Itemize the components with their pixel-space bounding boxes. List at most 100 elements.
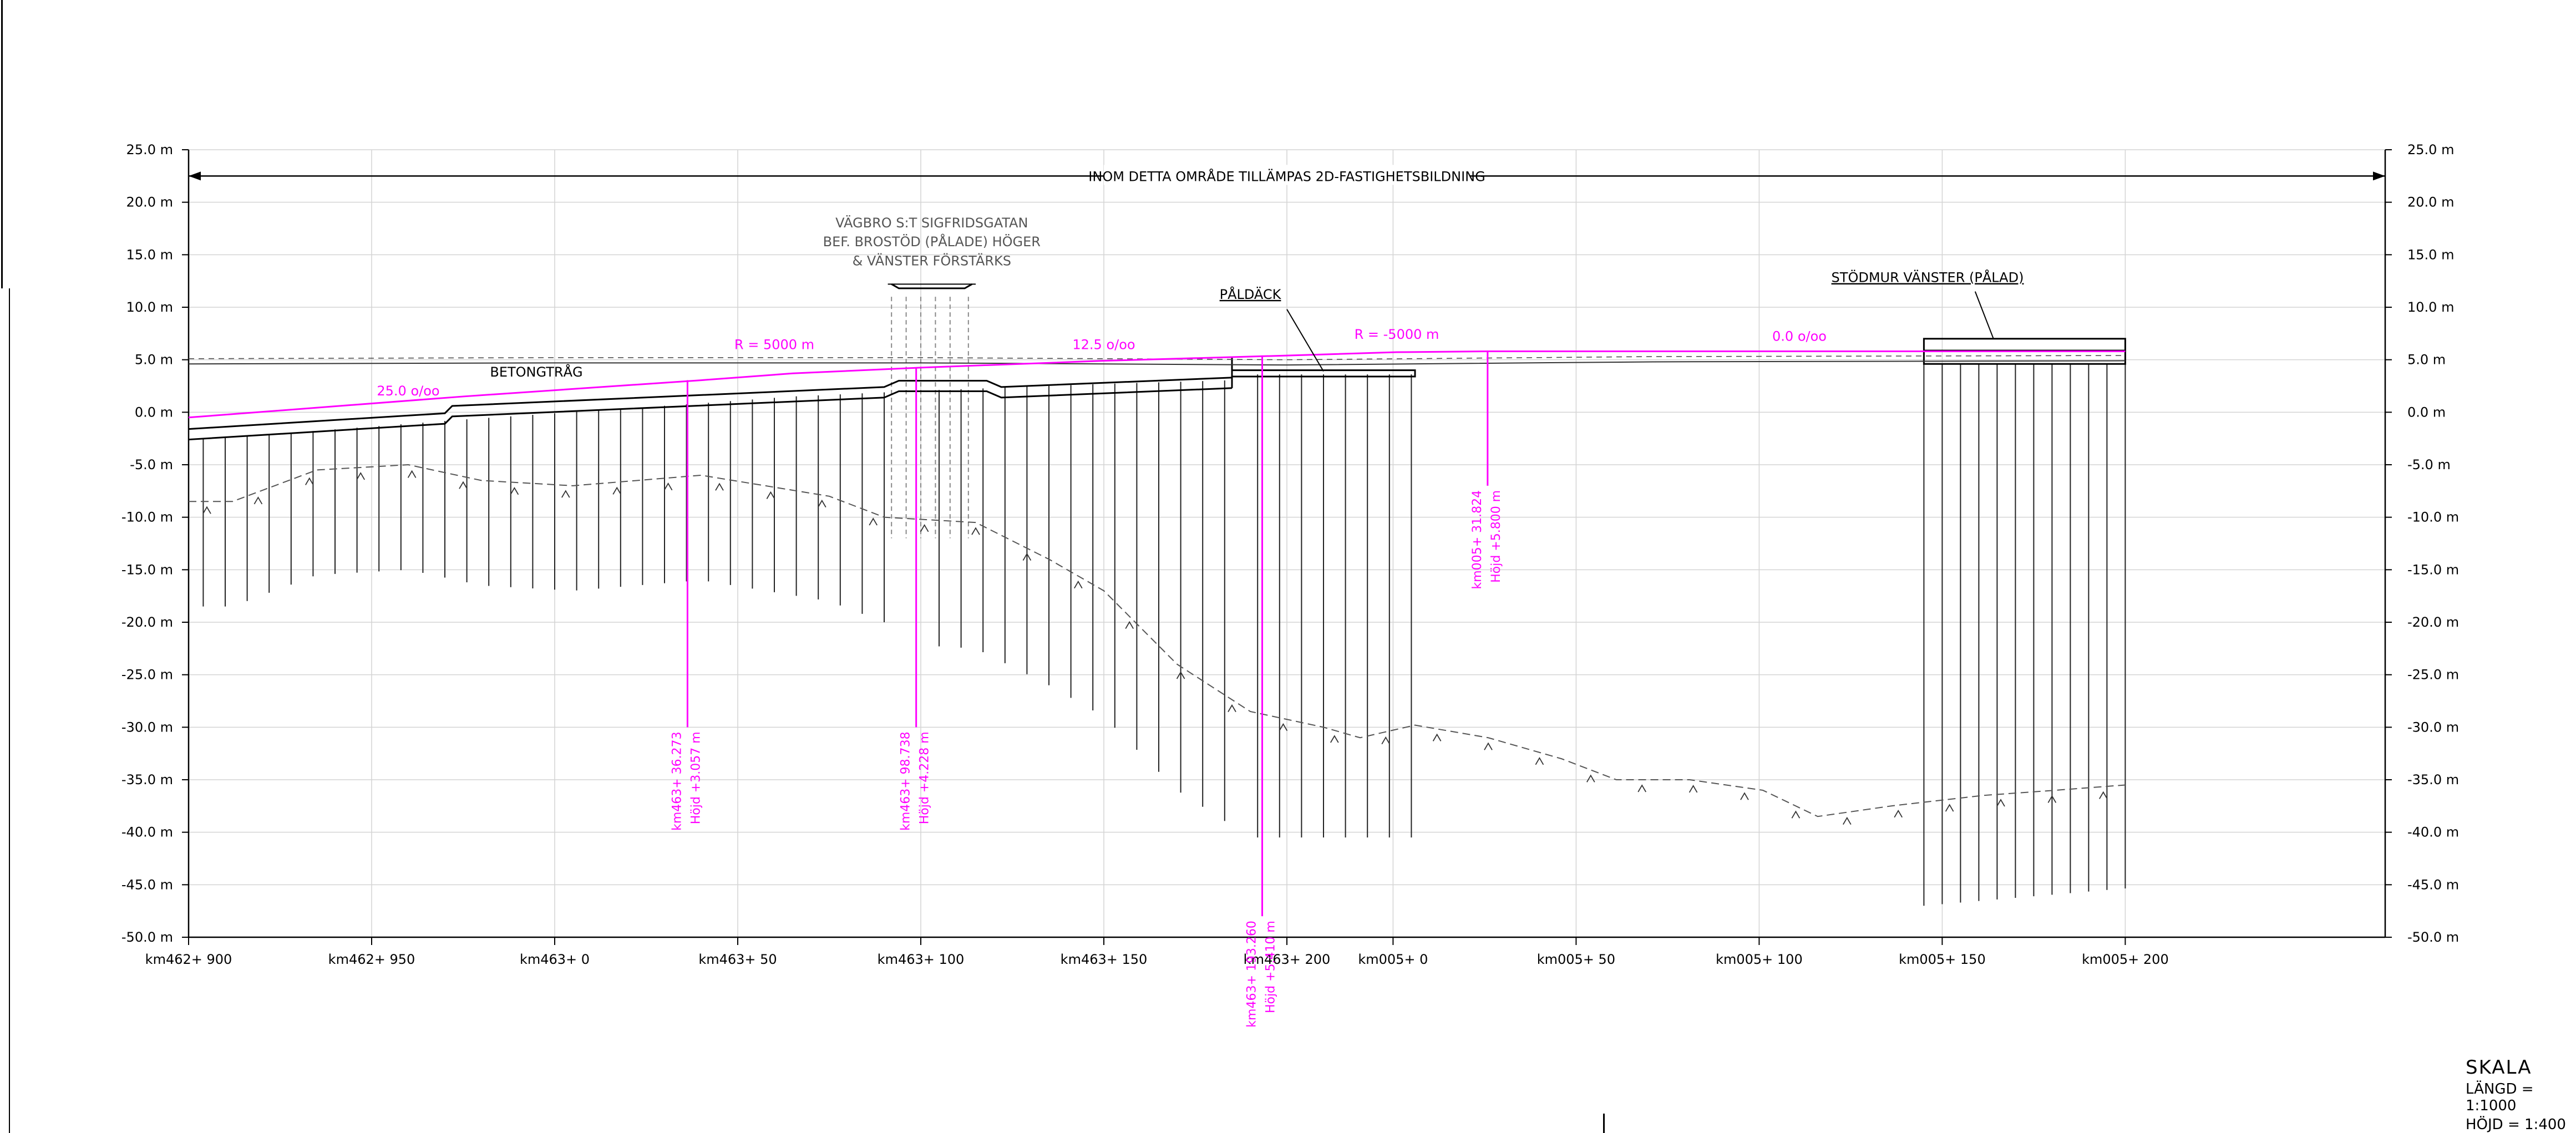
y-tick-label: 15.0 m [2407,247,2454,262]
bridge-label-3: & VÄNSTER FÖRSTÄRKS [853,252,1011,268]
bottom-tick [1603,1114,1605,1133]
y-tick-label: -5.0 m [2407,457,2451,472]
rock-marker [1996,799,2005,807]
marker-height: Höjd +5.410 m [1264,921,1278,1013]
bedrock-line [189,464,2126,817]
alignment-label: R = -5000 m [1355,327,1439,342]
x-tick-label: km463+ 100 [878,952,965,967]
banner-label: INOM DETTA OMRÅDE TILLÄMPAS 2D-FASTIGHET… [1088,168,1485,184]
y-tick-label: -20.0 m [2407,614,2459,630]
x-tick-label: km463+ 50 [698,952,777,967]
rock-marker [971,527,980,535]
rock-marker [305,477,314,485]
y-tick-label: -25.0 m [121,667,173,683]
alignment-label: 25.0 o/oo [377,383,439,399]
scale-height: HÖJD = 1:400 [2466,1116,2566,1133]
ground-surface-line [188,360,2126,366]
bridge-deck [891,283,973,289]
stodmur-label: STÖDMUR VÄNSTER (PÅLAD) [1832,270,2024,286]
rock-marker [2099,791,2108,799]
banner-arrow-left [189,171,201,181]
y-tick-label: -45.0 m [121,877,173,892]
marker-height: Höjd +5.800 m [1489,490,1503,583]
banner-arrow-right [2373,171,2385,181]
rock-marker [869,517,878,526]
rock-marker [1125,621,1134,629]
x-axis: km462+ 900 km462+ 950 km463+ 0 km463+ 50 km4… [145,937,2169,967]
y-tick-label: 5.0 m [2407,352,2446,368]
rock-marker [1432,733,1442,741]
marker-height: Höjd +3.057 m [689,731,703,824]
x-tick-label: km463+ 0 [520,952,590,967]
y-tick-label: -15.0 m [2407,562,2459,577]
rock-marker [253,496,263,505]
betongtrag-label: BETONGTRÅG [490,364,582,380]
rock-marker [510,487,519,495]
grid [187,149,2386,938]
marker-station: km463+ 193.260 [1245,921,1259,1028]
rock-marker [1074,580,1083,589]
rock-marker [2047,795,2057,803]
y-tick-label: -40.0 m [121,825,173,840]
rock-marker [202,506,211,514]
rock-marker [920,524,929,532]
y-tick-label: -50.0 m [121,929,173,945]
rock-marker [1843,816,1852,825]
y-tick-label: 10.0 m [126,299,173,315]
y-tick-label: -10.0 m [2407,510,2459,525]
rock-marker [459,481,468,489]
rock-marker [1688,785,1698,793]
alignment: 25.0 o/oo R = 5000 m 12.5 o/oo R = -5000 m 0… [188,327,2126,1028]
left-border [1,0,3,288]
y-tick-label: 0.0 m [135,404,173,420]
y-tick-label: -35.0 m [2407,772,2459,787]
marker-station: km005+ 31.824 [1470,490,1484,590]
alignment-label: 12.5 o/oo [1072,337,1135,353]
y-tick-label: 20.0 m [126,195,173,210]
y-tick-label: -15.0 m [121,562,173,577]
rock-marker [1586,774,1595,783]
rock-marker [1945,804,1954,812]
rock-marker [612,486,621,495]
rock-marker [1381,736,1390,745]
rock-marker [715,482,724,491]
bridge-label-1: VÄGBRO S:T SIGFRIDSGATAN [835,215,1028,231]
rock-marker [1637,784,1646,792]
y-tick-label: -5.0 m [130,457,173,472]
alignment-line [188,350,2126,419]
y-tick-label: 0.0 m [2407,404,2446,420]
x-tick-label: km005+ 150 [1899,952,1986,967]
rock-marker [1791,810,1801,819]
y-tick-label: 5.0 m [135,352,173,368]
y-tick-label: -25.0 m [2407,667,2459,683]
terrain [188,355,2126,825]
rock-marker [1330,735,1339,743]
y-tick-label: 10.0 m [2407,299,2454,315]
y-tick-label: -30.0 m [121,719,173,735]
paldack-label: PÅLDÄCK [1220,286,1282,302]
x-tick-label: km005+ 200 [2082,952,2169,967]
rock-marker [818,499,826,508]
y-tick-label: -50.0 m [2407,929,2459,945]
paldack-leader [1286,309,1324,372]
rock-marker [1740,792,1749,800]
y-tick-label: -40.0 m [2407,825,2459,840]
trough-bottom [188,387,1233,441]
rock-marker [1894,810,1903,818]
x-tick-label: km463+ 200 [1244,952,1331,967]
y-axis: 25.0 m 25.0 m 20.0 m 20.0 m 15.0 m 15.0 m 10.0… [121,142,2459,945]
marker-station: km463+ 36.273 [670,731,684,831]
x-tick-label: km005+ 0 [1358,952,1428,967]
rock-marker [1022,552,1032,561]
y-tick-label: 15.0 m [126,247,173,262]
x-tick-label: km463+ 150 [1061,952,1148,967]
rock-marker [1279,723,1288,731]
marker-height: Höjd +4.228 m [918,731,932,824]
y-tick-label: 25.0 m [2407,142,2454,157]
rock-marker [1535,756,1544,765]
y-tick-label: -45.0 m [2407,877,2459,892]
scale-block: SKALA LÄNGD = 1:1000 HÖJD = 1:400 [2466,1056,2576,1133]
alignment-label: R = 5000 m [734,337,814,353]
left-border-lower [9,288,10,1133]
scale-length: LÄNGD = 1:1000 [2466,1081,2534,1114]
